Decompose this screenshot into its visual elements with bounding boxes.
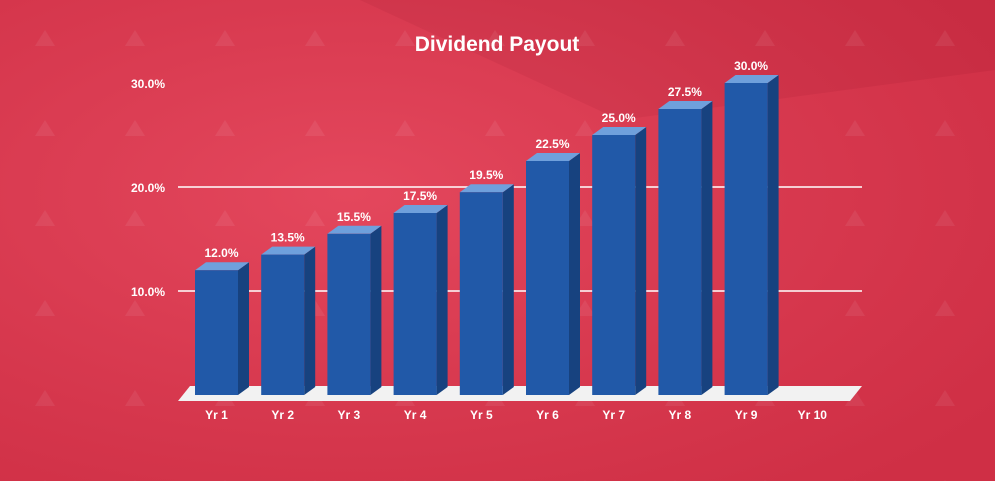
bar-front bbox=[526, 161, 569, 395]
x-tick-label: Yr 8 bbox=[669, 408, 692, 422]
x-tick-label: Yr 10 bbox=[798, 408, 828, 422]
bar-top bbox=[526, 153, 580, 161]
value-label: 30.0% bbox=[734, 59, 768, 73]
bar bbox=[393, 205, 448, 395]
bar bbox=[658, 101, 713, 395]
bar-side bbox=[635, 127, 647, 395]
bar bbox=[592, 127, 647, 395]
value-label: 19.5% bbox=[469, 168, 503, 182]
bar-top bbox=[195, 262, 249, 271]
bar-front bbox=[195, 270, 238, 395]
bars bbox=[195, 75, 779, 395]
bar-top bbox=[261, 246, 316, 255]
bar-top bbox=[592, 127, 647, 135]
bar-front bbox=[658, 109, 702, 395]
x-tick-label: Yr 7 bbox=[602, 408, 625, 422]
bar bbox=[459, 184, 514, 395]
x-tick-label: Yr 5 bbox=[470, 408, 493, 422]
bar-front bbox=[327, 233, 371, 395]
bar-side bbox=[767, 75, 779, 395]
value-label: 13.5% bbox=[271, 231, 305, 245]
bar-top bbox=[724, 75, 779, 83]
bar bbox=[724, 75, 779, 395]
y-tick-label: 10.0% bbox=[131, 285, 165, 299]
bar-front bbox=[592, 135, 636, 395]
bar-side bbox=[502, 184, 514, 395]
value-label: 12.0% bbox=[204, 246, 238, 260]
bar-front bbox=[261, 254, 305, 395]
bar-side bbox=[238, 262, 249, 395]
bar bbox=[526, 153, 580, 395]
chart-title: Dividend Payout bbox=[415, 33, 580, 56]
value-label: 22.5% bbox=[535, 137, 569, 151]
x-tick-label: Yr 3 bbox=[338, 408, 361, 422]
y-tick-label: 30.0% bbox=[131, 77, 165, 91]
x-tick-label: Yr 9 bbox=[735, 408, 758, 422]
bar-top bbox=[658, 101, 713, 109]
bar-front bbox=[393, 213, 437, 395]
x-tick-label: Yr 6 bbox=[536, 408, 559, 422]
x-tick-label: Yr 2 bbox=[271, 408, 294, 422]
bar bbox=[195, 262, 249, 395]
bar-side bbox=[370, 225, 382, 395]
bar-front bbox=[459, 192, 503, 395]
bar-top bbox=[459, 184, 514, 193]
bar-front bbox=[724, 83, 768, 395]
value-label: 17.5% bbox=[403, 189, 437, 203]
bar-side bbox=[436, 205, 448, 395]
y-axis-ticks: 10.0% 20.0% 30.0% bbox=[131, 77, 165, 299]
bar-top bbox=[327, 225, 382, 234]
bar bbox=[327, 225, 382, 395]
value-labels: 12.0% 13.5% 15.5% 17.5% 19.5% 22.5% 25.0% 27.5%… bbox=[204, 59, 768, 260]
y-tick-label: 20.0% bbox=[131, 181, 165, 195]
bar-side bbox=[569, 153, 580, 395]
x-axis-categories: Yr 1 Yr 2 Yr 3 Yr 4 Yr 5 Yr 6 Yr 7 Yr 8 Yr 9 Yr 1… bbox=[205, 408, 827, 422]
bar-side bbox=[701, 101, 713, 395]
bar bbox=[261, 246, 316, 395]
bar-side bbox=[304, 246, 316, 395]
x-tick-label: Yr 4 bbox=[404, 408, 427, 422]
value-label: 27.5% bbox=[668, 85, 702, 99]
value-label: 25.0% bbox=[602, 111, 636, 125]
value-label: 15.5% bbox=[337, 210, 371, 224]
bar-top bbox=[393, 205, 448, 213]
x-tick-label: Yr 1 bbox=[205, 408, 228, 422]
